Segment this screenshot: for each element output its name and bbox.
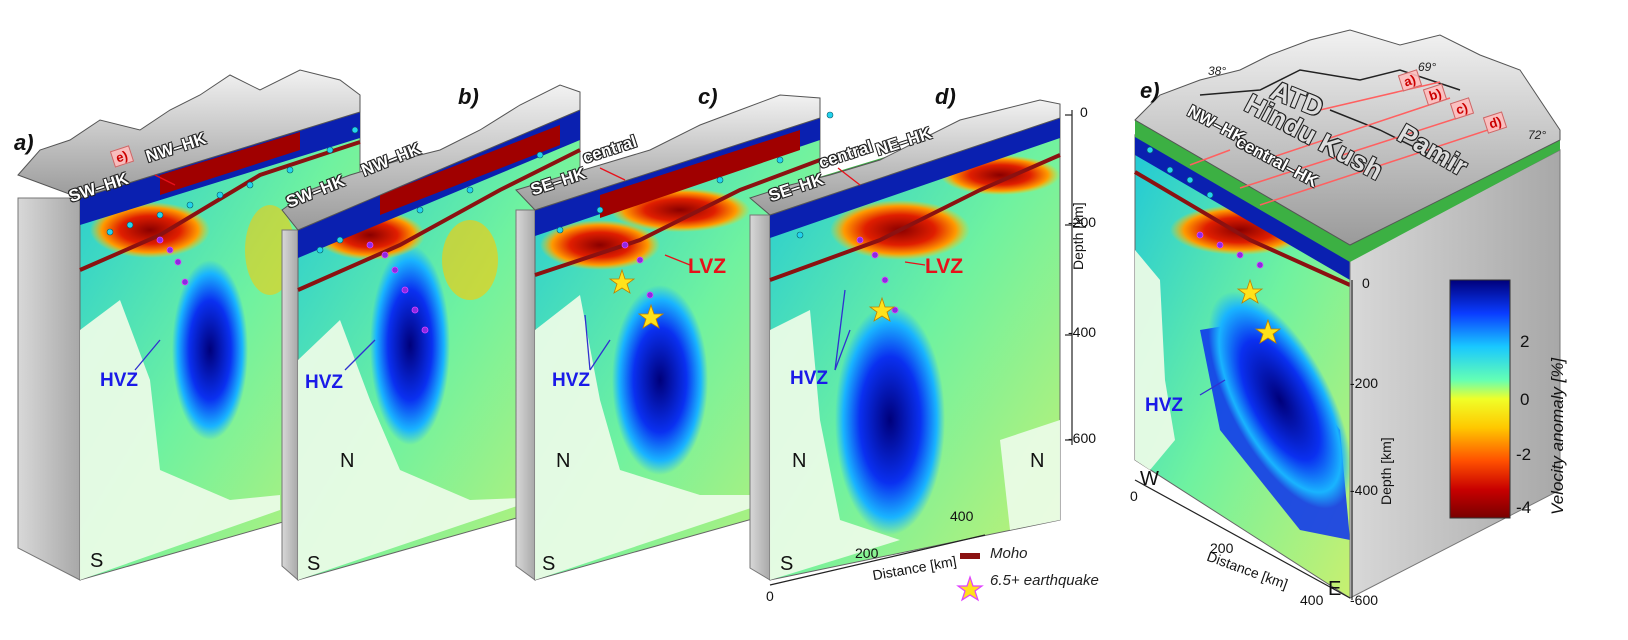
colorbar-title: Velocity anomaly [%]: [1548, 357, 1567, 515]
panel-d-compass-n2: N: [1030, 450, 1045, 472]
depth-right-tick-0: 0: [1362, 275, 1370, 291]
panel-d-graphics: [748, 99, 1061, 581]
depth-right-tick-600: -600: [1350, 592, 1379, 608]
distance-right-tick-0: 0: [1130, 488, 1138, 504]
panel-a-label: a): [14, 130, 34, 155]
depth-left-tick-400: -400: [1068, 324, 1097, 340]
panel-d-hvz: HVZ: [790, 368, 828, 389]
colorbar-tick-2: 2: [1520, 332, 1530, 351]
colorbar-tick-0: 0: [1520, 390, 1530, 409]
panel-b-compass-s: S: [307, 553, 321, 575]
depth-axis-left-line: [769, 110, 1073, 586]
legend-moho-label: Moho: [990, 545, 1028, 562]
distance-right-tick-400: 400: [1300, 592, 1324, 608]
panel-c-label: c): [698, 84, 718, 109]
panel-d-compass-n1: N: [792, 450, 807, 472]
panel-e-compass-w: W: [1140, 468, 1159, 490]
panel-d-compass-s: S: [780, 553, 794, 575]
panel-a-hvz: HVZ: [100, 370, 138, 391]
legend-graphics: [956, 553, 984, 602]
panel-c-hvz: HVZ: [552, 370, 590, 391]
panel-e-label: e): [1140, 78, 1160, 103]
degree-label-38: 38°: [1208, 64, 1227, 78]
depth-left-tick-0: 0: [1080, 104, 1088, 120]
panel-b-graphics: [281, 84, 581, 582]
panel-d-label: d): [935, 84, 956, 109]
degree-label-72: 72°: [1528, 128, 1547, 142]
panel-e-compass-e: E: [1328, 578, 1342, 600]
depth-right-tick-200: -200: [1350, 375, 1379, 391]
panel-e-hvz: HVZ: [1145, 395, 1183, 416]
colorbar-tick-neg4: -4: [1516, 498, 1532, 517]
panel-c-graphics: [515, 94, 821, 581]
depth-axis-right-line: [1134, 280, 1353, 600]
annotation-pointers: [134, 167, 1226, 396]
depth-left-tick-200: -200: [1068, 214, 1097, 230]
depth-right-tick-400: -400: [1350, 482, 1379, 498]
depth-right-title: Depth [km]: [1378, 437, 1394, 505]
panel-d-lvz: LVZ: [925, 255, 964, 278]
panel-b-label: b): [458, 84, 479, 109]
panel-c-compass-n: N: [556, 450, 571, 472]
distance-left-tick-200: 200: [855, 545, 879, 561]
panel-c-lvz: LVZ: [688, 255, 727, 278]
profile-lines: [1189, 81, 1501, 206]
panel-b-hvz: HVZ: [305, 372, 343, 393]
panel-a-compass-s: S: [90, 550, 104, 572]
depth-left-tick-600: -600: [1068, 430, 1097, 446]
colorbar-gradient: [1449, 279, 1511, 519]
colorbar-tick-neg2: -2: [1516, 445, 1532, 464]
legend-earthquake-label: 6.5+ earthquake: [990, 572, 1099, 589]
panel-c-compass-s: S: [542, 553, 556, 575]
panel-b-compass-n: N: [340, 450, 355, 472]
degree-label-69: 69°: [1418, 60, 1437, 74]
depth-left-title: Depth [km]: [1070, 202, 1086, 270]
distance-left-tick-400: 400: [950, 508, 974, 524]
distance-right-tick-200: 200: [1210, 540, 1234, 556]
seismicity-markers: [106, 111, 1282, 344]
distance-left-tick-0: 0: [766, 588, 774, 604]
